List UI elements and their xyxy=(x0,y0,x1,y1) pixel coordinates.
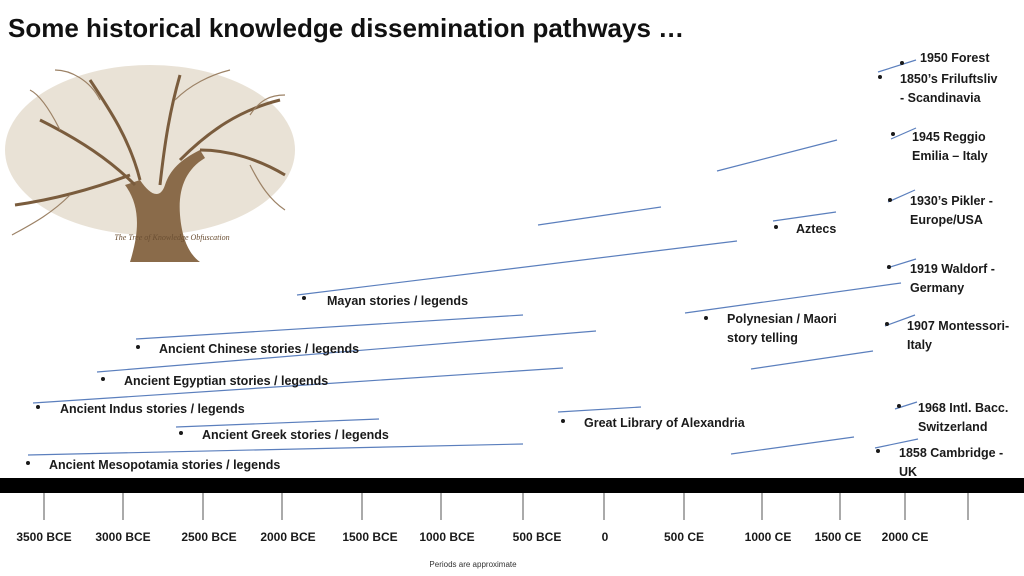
bullet xyxy=(101,377,105,381)
bullet xyxy=(876,449,880,453)
pathway-label: 1850’s Friluftsliv xyxy=(900,72,998,86)
timeline-label: 1500 CE xyxy=(815,530,862,544)
bullet xyxy=(179,431,183,435)
bullet xyxy=(885,322,889,326)
bullet xyxy=(900,61,904,65)
bullet xyxy=(26,461,30,465)
pathway-label: Ancient Greek stories / legends xyxy=(202,428,389,442)
bullet xyxy=(36,405,40,409)
bullet xyxy=(136,345,140,349)
timeline-label: 3000 BCE xyxy=(95,530,150,544)
bullet xyxy=(704,316,708,320)
bullet xyxy=(774,225,778,229)
timeline-label: 1000 BCE xyxy=(419,530,474,544)
footnote: Periods are approximate xyxy=(429,560,517,569)
timeline-label: 500 BCE xyxy=(513,530,562,544)
pathway-label: Ancient Egyptian stories / legends xyxy=(124,374,328,388)
pathway-label: UK xyxy=(899,465,917,479)
bullet xyxy=(891,132,895,136)
pathway-label: Switzerland xyxy=(918,420,987,434)
pathway-label: Ancient Mesopotamia stories / legends xyxy=(49,458,280,472)
timeline-label: 2500 BCE xyxy=(181,530,236,544)
tree-illustration: The Tree of Knowledge Obfuscation xyxy=(5,65,295,262)
pathway-label: Polynesian / Maori xyxy=(727,312,837,326)
bullet xyxy=(897,404,901,408)
pathway-label: Ancient Indus stories / legends xyxy=(60,402,245,416)
pathway-label: Great Library of Alexandria xyxy=(584,416,746,430)
timeline-label: 2000 BCE xyxy=(260,530,315,544)
pathway-label: Emilia – Italy xyxy=(912,149,988,163)
timeline-label: 3500 BCE xyxy=(16,530,71,544)
timeline-label: 1500 BCE xyxy=(342,530,397,544)
pathway-label: Italy xyxy=(907,338,932,352)
bullet xyxy=(878,75,882,79)
pathway-label: 1945 Reggio xyxy=(912,130,986,144)
bullet xyxy=(561,419,565,423)
pathway-label: Germany xyxy=(910,281,964,295)
pathway-label: 1950 Forest xyxy=(920,51,990,65)
pathway-label: 1930’s Pikler - xyxy=(910,194,993,208)
bullet xyxy=(302,296,306,300)
pathway-label: - Scandinavia xyxy=(900,91,982,105)
pathway-label: Ancient Chinese stories / legends xyxy=(159,342,359,356)
bullet xyxy=(888,198,892,202)
pathway-label: 1919 Waldorf - xyxy=(910,262,995,276)
pathway-label: story telling xyxy=(727,331,798,345)
pathway-label: 1968 Intl. Bacc. xyxy=(918,401,1008,415)
timeline-bar xyxy=(0,478,1024,493)
timeline-label: 0 xyxy=(602,530,609,544)
pathway-label: 1907 Montessori- xyxy=(907,319,1009,333)
pathway-label: Aztecs xyxy=(796,222,836,236)
timeline-label: 500 CE xyxy=(664,530,704,544)
pathway-lines xyxy=(27,59,919,456)
pathway-label: Mayan stories / legends xyxy=(327,294,468,308)
timeline-label: 2000 CE xyxy=(882,530,929,544)
pathway-label: Europe/USA xyxy=(910,213,983,227)
pathway-label: 1858 Cambridge - xyxy=(899,446,1003,460)
bullet xyxy=(887,265,891,269)
tree-caption: The Tree of Knowledge Obfuscation xyxy=(114,233,229,242)
slide-title: Some historical knowledge dissemination … xyxy=(8,13,684,43)
timeline-label: 1000 CE xyxy=(745,530,792,544)
